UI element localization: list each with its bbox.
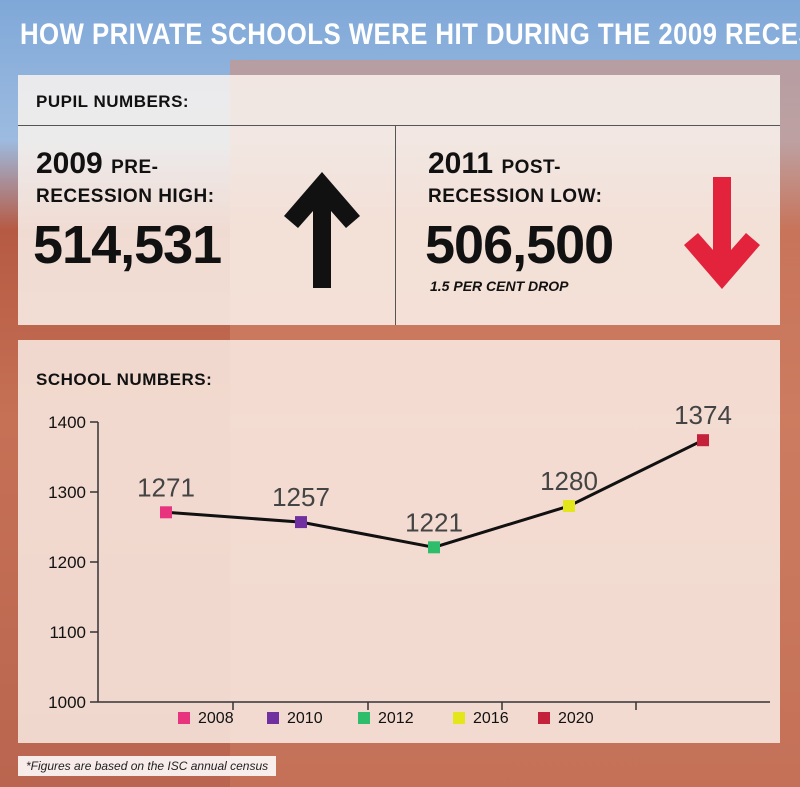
post-recession-year-line: 2011 POST- xyxy=(428,149,561,183)
data-label-2008: 1271 xyxy=(137,472,195,502)
school-numbers-panel: SCHOOL NUMBERS: 1000 1100 1200 1300 1400 1271… xyxy=(18,340,780,743)
pre-recession-label-line2: RECESSION HIGH: xyxy=(36,186,215,207)
drop-note: 1.5 PER CENT DROP xyxy=(430,278,569,294)
legend-swatch-2008 xyxy=(178,712,190,724)
panel-vertical-divider xyxy=(395,125,396,325)
data-point-2008 xyxy=(160,506,172,519)
legend-label-2010: 2010 xyxy=(287,710,323,727)
legend-swatch-2020 xyxy=(538,712,550,724)
pupil-numbers-heading: PUPIL NUMBERS: xyxy=(36,92,190,111)
page-title: HOW PRIVATE SCHOOLS WERE HIT DURING THE … xyxy=(20,18,800,51)
legend-label-2016: 2016 xyxy=(473,710,509,727)
school-numbers-chart: 1000 1100 1200 1300 1400 1271 1257 1221 1280 1374… xyxy=(48,400,770,727)
y-tick-label-1200: 1200 xyxy=(48,553,86,572)
footnote: *Figures are based on the ISC annual cen… xyxy=(18,756,277,776)
legend-swatch-2016 xyxy=(453,712,465,724)
arrow-down-icon xyxy=(684,177,760,289)
post-recession-year: 2011 xyxy=(428,147,494,180)
post-recession-label-line2: RECESSION LOW: xyxy=(428,186,603,207)
post-recession-value: 506,500 xyxy=(425,215,614,275)
y-tick-label-1400: 1400 xyxy=(48,413,86,432)
data-point-2012 xyxy=(428,541,440,554)
data-label-2016: 1280 xyxy=(540,466,598,496)
data-label-2012: 1221 xyxy=(405,507,463,537)
pre-recession-year-line: 2009 PRE- xyxy=(36,149,159,183)
legend-label-2012: 2012 xyxy=(378,710,414,727)
legend-swatch-2012 xyxy=(358,712,370,724)
legend-label-2020: 2020 xyxy=(558,710,594,727)
legend-swatch-2010 xyxy=(267,712,279,724)
y-tick-label-1100: 1100 xyxy=(49,623,86,642)
panel-divider xyxy=(18,125,780,126)
y-tick-label-1000: 1000 xyxy=(48,693,86,712)
data-point-2016 xyxy=(563,500,575,512)
legend-label-2008: 2008 xyxy=(198,710,234,727)
pre-recession-year: 2009 xyxy=(36,147,103,180)
arrow-up-icon xyxy=(284,172,360,288)
post-recession-label-line1: POST- xyxy=(501,157,561,178)
school-numbers-heading: SCHOOL NUMBERS: xyxy=(36,370,213,389)
pupil-numbers-panel: PUPIL NUMBERS: 2009 PRE- RECESSION HIGH:… xyxy=(18,75,780,325)
title-bar: HOW PRIVATE SCHOOLS WERE HIT DURING THE … xyxy=(0,0,800,70)
y-tick-label-1300: 1300 xyxy=(48,483,86,502)
data-label-2010: 1257 xyxy=(272,482,330,512)
data-label-2020: 1374 xyxy=(674,400,732,430)
data-point-2010 xyxy=(295,516,307,529)
data-point-2020 xyxy=(697,434,709,447)
pre-recession-value: 514,531 xyxy=(33,215,222,275)
pre-recession-label-line1: PRE- xyxy=(111,157,159,178)
